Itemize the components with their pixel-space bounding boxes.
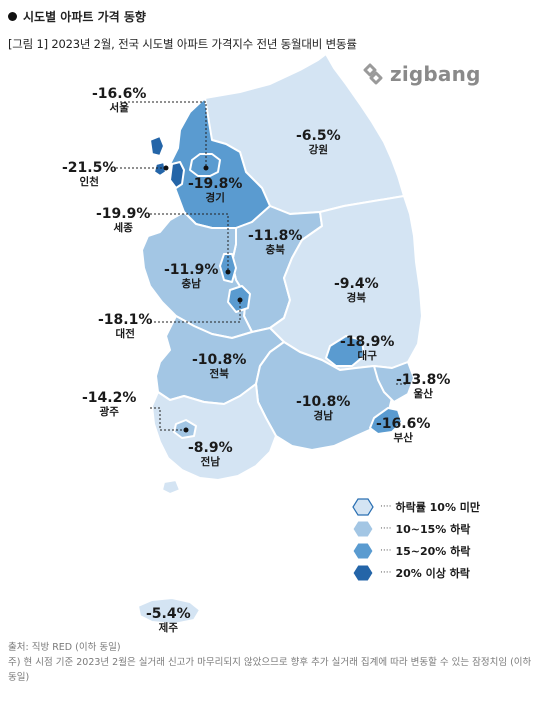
name-jeonbuk: 전북	[209, 368, 229, 381]
legend-label: 20% 이상 하락	[395, 567, 470, 580]
legend-dots: ····	[380, 502, 392, 512]
region-busan	[369, 407, 403, 435]
label-jeonbuk: -10.8% 전북	[192, 352, 246, 380]
value-gwangju: -14.2%	[82, 390, 137, 406]
value-jeju: -5.4%	[146, 606, 191, 622]
leader-line-daejeon	[150, 300, 241, 323]
name-jeju: 제주	[158, 622, 178, 635]
value-jeonbuk: -10.8%	[192, 352, 247, 368]
hexagon-icon	[352, 498, 374, 516]
name-ulsan: 울산	[413, 388, 433, 401]
footnotes: 출처: 직방 RED (이하 동일) 주) 현 시점 기준 2023년 2월은 …	[8, 640, 532, 686]
heading-text: 시도별 아파트 가격 동향	[23, 10, 146, 24]
name-gyeongnam: 경남	[313, 410, 333, 423]
label-ulsan: -13.8% 울산	[396, 372, 450, 400]
zigbang-logo-icon	[363, 63, 383, 85]
value-jeonnam: -8.9%	[188, 440, 233, 456]
legend-item: ···· 15~20% 하락	[352, 540, 480, 562]
label-incheon: -21.5% 인천	[62, 160, 116, 188]
hexagon-icon	[352, 520, 374, 538]
label-seoul: -16.6% 서울	[92, 86, 146, 114]
figure-caption: [그림 1] 2023년 2월, 전국 시도별 아파트 가격지수 전년 동월대비…	[8, 37, 357, 51]
label-daejeon: -18.1% 대전	[98, 312, 152, 340]
label-daegu: -18.9% 대구	[340, 334, 394, 362]
heading: 시도별 아파트 가격 동향	[8, 8, 146, 25]
legend-item: ···· 20% 이상 하락	[352, 562, 480, 584]
name-busan: 부산	[393, 432, 413, 445]
label-sejong: -19.9% 세종	[96, 206, 150, 234]
value-ulsan: -13.8%	[396, 372, 451, 388]
marker-seoul	[203, 165, 209, 171]
leader-line-sejong	[150, 213, 229, 272]
map-legend: ···· 하락률 10% 미만 ···· 10~15% 하락 ···· 15~2…	[352, 496, 480, 584]
name-chungbuk: 충북	[265, 244, 285, 257]
label-gyeongnam: -10.8% 경남	[296, 394, 350, 422]
region-jeonnam	[151, 383, 277, 481]
value-daejeon: -18.1%	[98, 312, 153, 328]
legend-label: 10~15% 하락	[395, 523, 471, 536]
value-gyeongnam: -10.8%	[296, 394, 351, 410]
label-gyeonggi: -19.8% 경기	[188, 176, 242, 204]
leader-line-seoul	[120, 101, 207, 168]
label-jeonnam: -8.9% 전남	[188, 440, 233, 468]
name-gwangju: 광주	[99, 406, 119, 419]
label-gwangju: -14.2% 광주	[82, 390, 136, 418]
marker-sejong	[225, 269, 231, 275]
region-jeonnam-island	[161, 479, 181, 495]
value-busan: -16.6%	[376, 416, 431, 432]
legend-label: 15~20% 하락	[395, 545, 471, 558]
legend-dots: ····	[380, 568, 392, 578]
label-gangwon: -6.5% 강원	[296, 128, 341, 156]
value-gangwon: -6.5%	[296, 128, 341, 144]
value-gyeonggi: -19.8%	[188, 176, 243, 192]
value-chungbuk: -11.8%	[248, 228, 303, 244]
legend-item: ···· 하락률 10% 미만	[352, 496, 480, 518]
label-gyeongbuk: -9.4% 경북	[334, 276, 379, 304]
value-daegu: -18.9%	[340, 334, 395, 350]
name-daegu: 대구	[357, 350, 377, 363]
label-chungbuk: -11.8% 충북	[248, 228, 302, 256]
legend-dots: ····	[380, 546, 392, 556]
label-chungnam: -11.9% 충남	[164, 262, 218, 290]
marker-incheon	[163, 165, 169, 171]
region-incheon-island-2	[153, 161, 167, 177]
region-jeju	[137, 597, 201, 625]
label-busan: -16.6% 부산	[376, 416, 430, 444]
name-gyeonggi: 경기	[205, 192, 225, 205]
name-seoul: 서울	[109, 102, 129, 115]
name-gyeongbuk: 경북	[346, 292, 366, 305]
label-jeju: -5.4% 제주	[146, 606, 191, 634]
name-sejong: 세종	[113, 222, 133, 235]
marker-daejeon	[237, 297, 243, 303]
value-sejong: -19.9%	[96, 206, 151, 222]
name-incheon: 인천	[79, 176, 99, 189]
zigbang-logo-text: zigbang	[390, 62, 481, 86]
footnote-note: 주) 현 시점 기준 2023년 2월은 실거래 신고가 마무리되지 않았으므로…	[8, 657, 532, 684]
legend-dots: ····	[380, 524, 392, 534]
name-gangwon: 강원	[308, 144, 328, 157]
region-ulsan	[373, 361, 415, 403]
region-incheon	[169, 161, 185, 189]
hexagon-icon	[352, 542, 374, 560]
hexagon-icon	[352, 564, 374, 582]
region-seoul	[189, 153, 221, 177]
name-jeonnam: 전남	[200, 456, 220, 469]
footnote-source: 출처: 직방 RED (이하 동일)	[8, 642, 121, 653]
region-daegu	[325, 335, 365, 367]
value-incheon: -21.5%	[62, 160, 117, 176]
legend-label: 하락률 10% 미만	[395, 501, 481, 514]
marker-gwangju	[183, 427, 189, 433]
bullet-icon	[8, 12, 17, 21]
value-gyeongbuk: -9.4%	[334, 276, 379, 292]
name-daejeon: 대전	[115, 328, 135, 341]
leader-line-gwangju	[150, 407, 186, 431]
legend-item: ···· 10~15% 하락	[352, 518, 480, 540]
region-incheon-island-1	[149, 135, 165, 157]
value-seoul: -16.6%	[92, 86, 147, 102]
zigbang-logo: zigbang	[362, 62, 481, 86]
value-chungnam: -11.9%	[164, 262, 219, 278]
name-chungnam: 충남	[181, 278, 201, 291]
